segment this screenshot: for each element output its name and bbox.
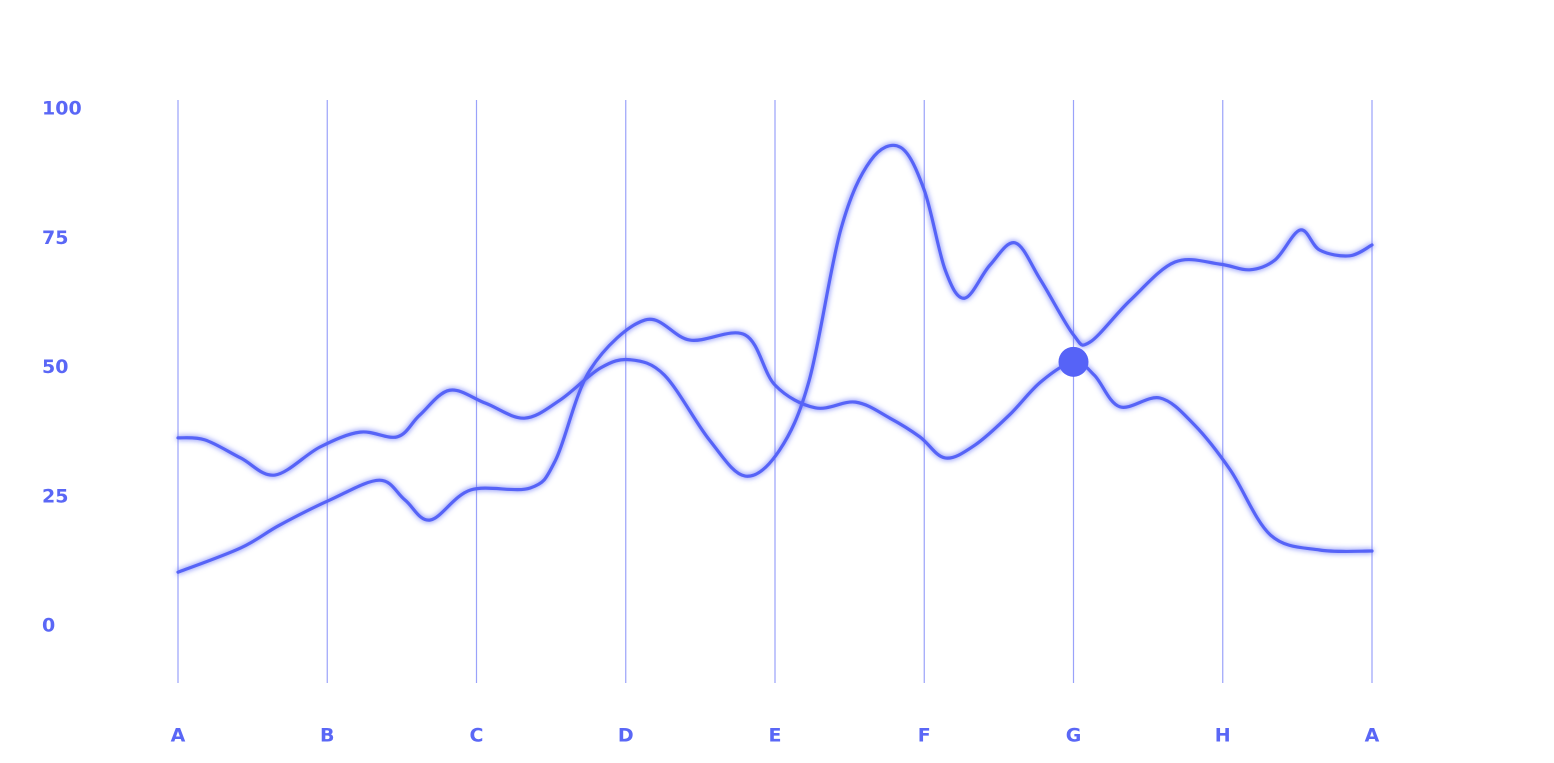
x-tick-label: C	[470, 725, 484, 747]
x-tick-label: A	[171, 725, 186, 747]
x-tick-label: G	[1066, 725, 1082, 747]
x-tick-label: A	[1365, 725, 1380, 747]
y-tick-label: 25	[42, 485, 68, 507]
x-tick-label: F	[918, 725, 931, 747]
y-tick-label: 75	[42, 227, 68, 249]
series-line	[176, 143, 1374, 478]
y-tick-label: 100	[42, 98, 82, 120]
y-tick-label: 50	[42, 356, 68, 378]
x-tick-label: H	[1215, 725, 1231, 747]
highlight-point	[1058, 346, 1089, 377]
series-line	[176, 317, 1374, 574]
x-tick-label: B	[320, 725, 334, 747]
x-tick-label: E	[769, 725, 782, 747]
y-tick-label: 0	[42, 615, 55, 637]
x-tick-label: D	[618, 725, 634, 747]
